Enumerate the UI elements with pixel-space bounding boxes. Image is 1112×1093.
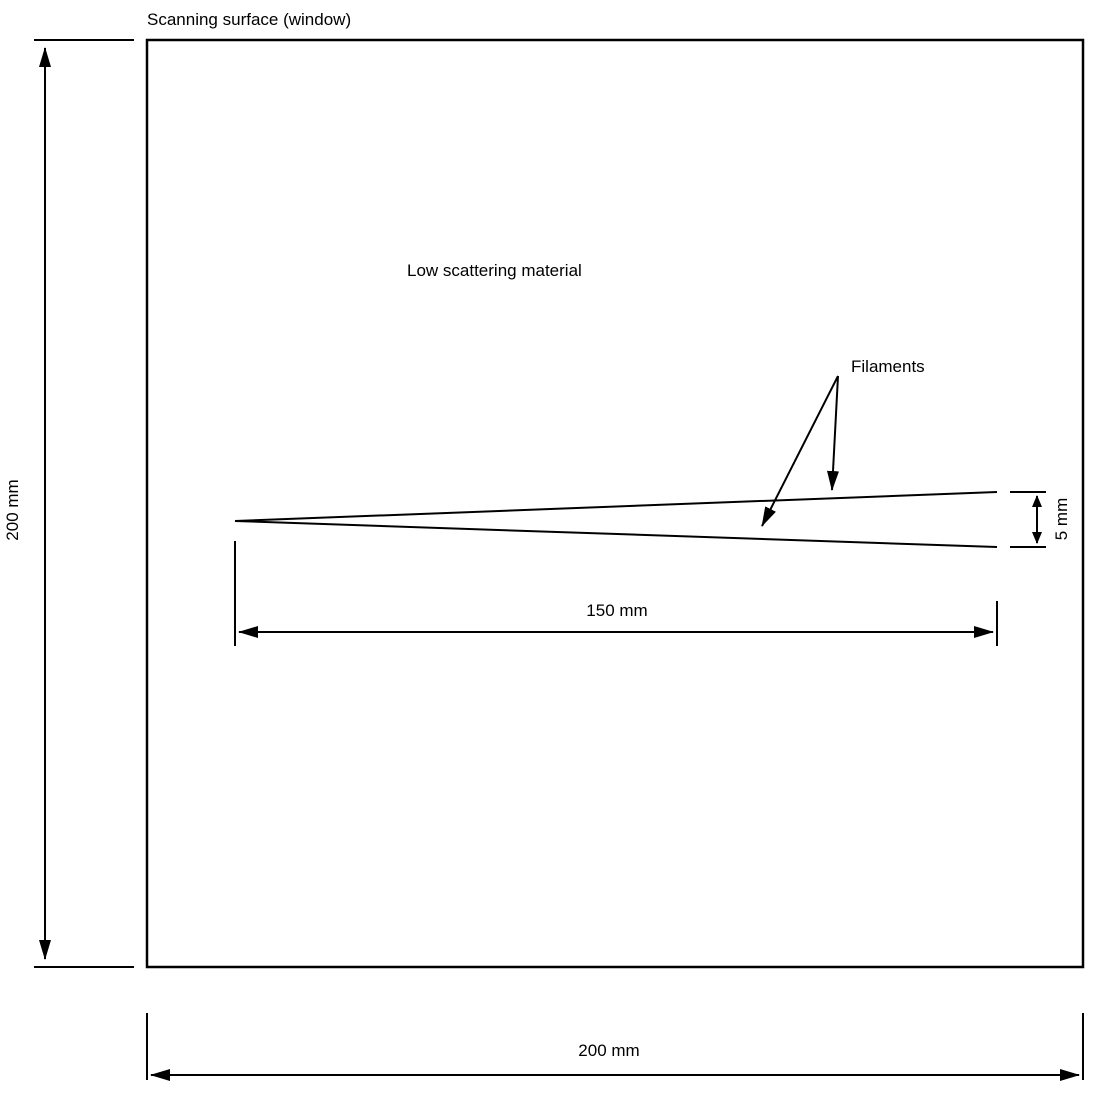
window-title: Scanning surface (window) [147,10,351,29]
pointer-arrow-upper [832,376,838,490]
filament-lower [235,521,997,547]
filament-upper [235,492,997,521]
gap-label: 5 mm [1052,498,1071,541]
pointer-arrow-lower [762,376,838,526]
material-label: Low scattering material [407,261,582,280]
scanning-window [147,40,1083,967]
width-label: 200 mm [578,1041,639,1060]
length-label: 150 mm [586,601,647,620]
height-label: 200 mm [3,479,22,540]
filaments-label: Filaments [851,357,925,376]
